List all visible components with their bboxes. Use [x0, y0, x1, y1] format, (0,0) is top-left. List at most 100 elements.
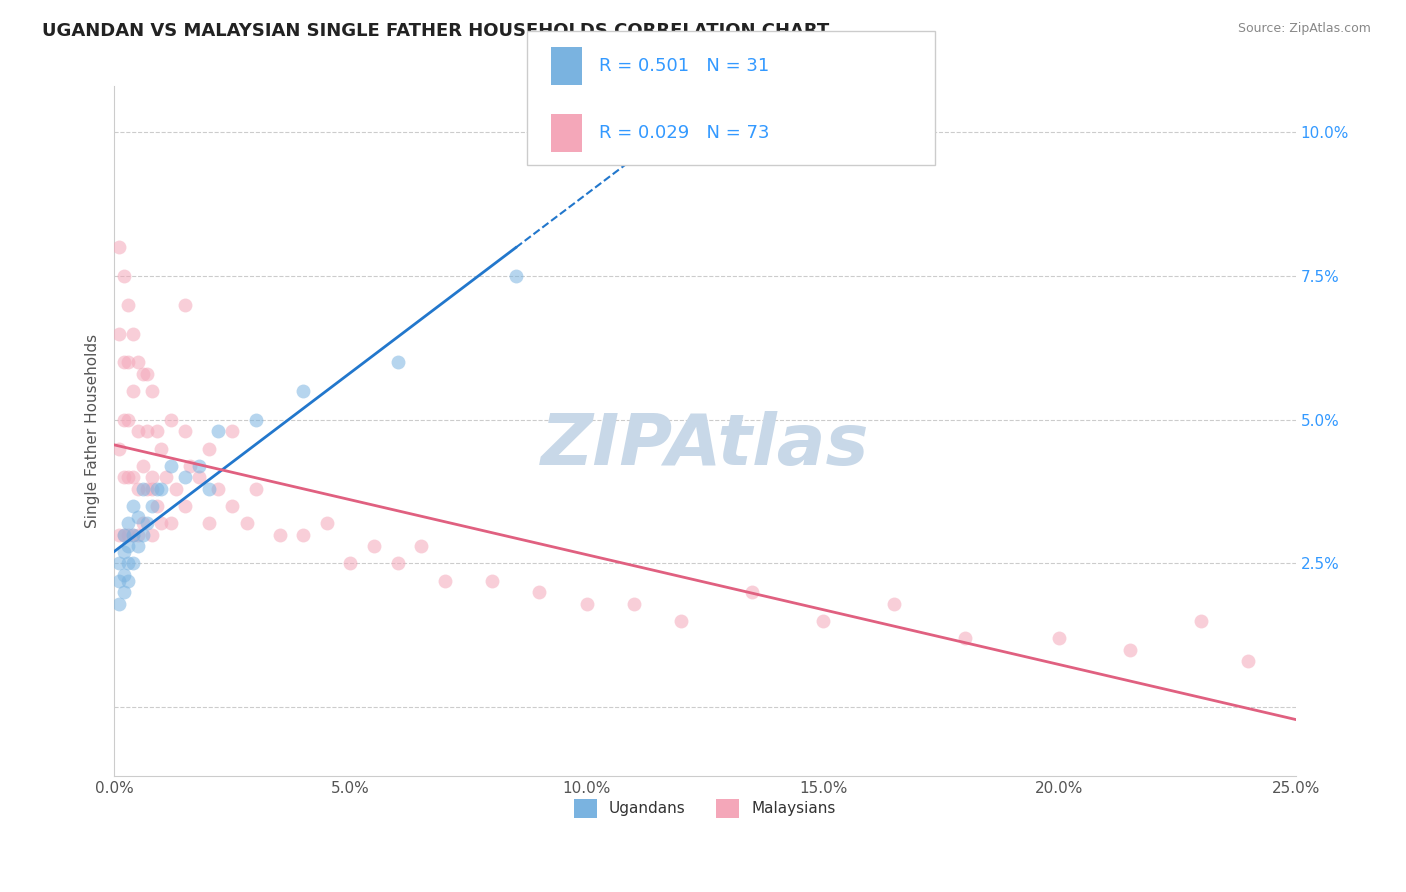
Point: [108, 240, 131, 254]
Point: [1189, 614, 1212, 628]
Point: [315, 516, 337, 531]
Point: [108, 557, 131, 571]
Point: [1047, 631, 1070, 645]
Point: [108, 597, 131, 611]
Point: [108, 574, 131, 588]
Point: [122, 499, 145, 513]
Point: [145, 482, 167, 496]
Text: Source: ZipAtlas.com: Source: ZipAtlas.com: [1237, 22, 1371, 36]
Point: [671, 614, 693, 628]
Point: [112, 355, 135, 369]
Point: [117, 516, 139, 531]
Point: [117, 574, 139, 588]
Text: R = 0.501   N = 31: R = 0.501 N = 31: [599, 57, 769, 75]
Point: [122, 470, 145, 484]
Point: [150, 516, 173, 531]
Point: [112, 545, 135, 559]
Point: [131, 367, 153, 381]
Point: [363, 539, 385, 553]
Point: [221, 424, 243, 438]
Point: [811, 614, 834, 628]
Point: [127, 539, 149, 553]
Text: R = 0.029   N = 73: R = 0.029 N = 73: [599, 124, 769, 142]
Point: [160, 413, 183, 427]
Point: [207, 482, 229, 496]
Point: [160, 516, 183, 531]
Point: [269, 527, 291, 541]
Point: [117, 527, 139, 541]
Point: [136, 482, 159, 496]
Point: [122, 384, 145, 398]
Point: [117, 557, 139, 571]
Point: [112, 268, 135, 283]
Point: [481, 574, 503, 588]
Point: [131, 516, 153, 531]
Point: [155, 470, 177, 484]
Point: [131, 482, 153, 496]
Point: [136, 516, 159, 531]
Point: [953, 631, 976, 645]
Point: [141, 482, 163, 496]
Point: [411, 539, 433, 553]
Point: [108, 527, 131, 541]
Point: [112, 568, 135, 582]
Legend: Ugandans, Malaysians: Ugandans, Malaysians: [568, 793, 842, 823]
Point: [292, 384, 315, 398]
Point: [292, 527, 315, 541]
Point: [122, 557, 145, 571]
Point: [160, 458, 183, 473]
Point: [174, 298, 197, 312]
Point: [127, 527, 149, 541]
Point: [122, 326, 145, 341]
Y-axis label: Single Father Households: Single Father Households: [86, 334, 100, 528]
Point: [127, 355, 149, 369]
Point: [197, 442, 219, 456]
Point: [108, 326, 131, 341]
Point: [741, 585, 763, 599]
Point: [387, 355, 409, 369]
Point: [433, 574, 456, 588]
Point: [529, 585, 551, 599]
Point: [174, 499, 197, 513]
Point: [136, 367, 159, 381]
Point: [1237, 654, 1260, 668]
Point: [117, 539, 139, 553]
Point: [174, 424, 197, 438]
Point: [117, 413, 139, 427]
Point: [387, 557, 409, 571]
Point: [245, 413, 267, 427]
Point: [174, 470, 197, 484]
Point: [221, 499, 243, 513]
Point: [505, 268, 527, 283]
Point: [188, 470, 211, 484]
Point: [188, 458, 211, 473]
Point: [179, 458, 201, 473]
Point: [136, 424, 159, 438]
Point: [127, 482, 149, 496]
Point: [112, 470, 135, 484]
Point: [197, 482, 219, 496]
Point: [150, 482, 173, 496]
Point: [112, 413, 135, 427]
Point: [117, 298, 139, 312]
Point: [122, 527, 145, 541]
Point: [127, 510, 149, 524]
Point: [1119, 642, 1142, 657]
Point: [131, 527, 153, 541]
Point: [623, 597, 645, 611]
Point: [165, 482, 187, 496]
Point: [883, 597, 905, 611]
Point: [117, 355, 139, 369]
Point: [141, 470, 163, 484]
Point: [245, 482, 267, 496]
Point: [141, 527, 163, 541]
Point: [108, 442, 131, 456]
Point: [339, 557, 361, 571]
Text: UGANDAN VS MALAYSIAN SINGLE FATHER HOUSEHOLDS CORRELATION CHART: UGANDAN VS MALAYSIAN SINGLE FATHER HOUSE…: [42, 22, 830, 40]
Point: [207, 424, 229, 438]
Point: [112, 527, 135, 541]
Point: [235, 516, 257, 531]
Point: [112, 527, 135, 541]
Point: [145, 499, 167, 513]
Point: [575, 597, 598, 611]
